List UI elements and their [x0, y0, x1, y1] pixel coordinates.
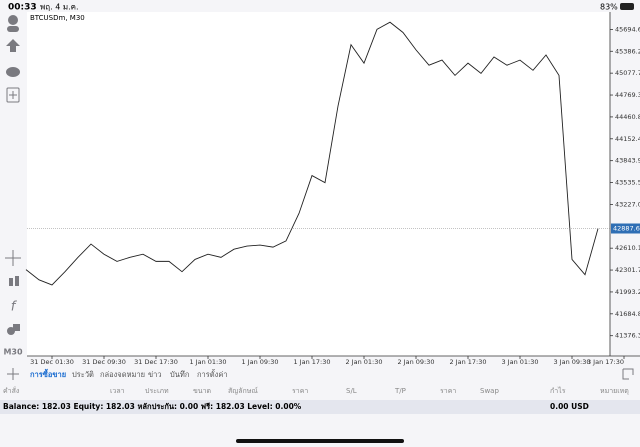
y-tick-label: 45077.75: [615, 69, 640, 77]
trade-icon[interactable]: [6, 39, 20, 52]
y-tick-label: 43843.95: [615, 157, 640, 165]
y-tick-label: 42610.15: [615, 244, 640, 252]
tab[interactable]: ข่าว: [148, 370, 162, 379]
column-header: กำไร: [550, 386, 566, 395]
x-tick-label: 31 Dec 09:30: [82, 358, 126, 366]
x-tick-label: 3 Jan 17:30: [587, 358, 624, 366]
balance-bar: [0, 400, 640, 414]
price-line: [25, 21, 599, 286]
x-tick-label: 1 Jan 09:30: [241, 358, 278, 366]
x-tick-label: 2 Jan 17:30: [449, 358, 486, 366]
last-price-label: 42887.66: [613, 224, 640, 232]
date: พฤ. 4 ม.ค.: [40, 3, 79, 12]
tab[interactable]: การตั้งค่า: [197, 369, 228, 379]
y-tick-label: 44769.30: [615, 91, 640, 99]
x-tick-label: 31 Dec 01:30: [30, 358, 74, 366]
candle-icon[interactable]: [9, 278, 13, 286]
x-tick-label: 3 Jan 01:30: [501, 358, 538, 366]
y-tick-label: 45386.20: [615, 47, 640, 55]
y-tick-label: 43535.50: [615, 179, 640, 187]
plus-icon: [9, 91, 17, 99]
y-tick-label: 42301.70: [615, 266, 640, 274]
balance-summary: Balance: 182.03 Equity: 182.03 หลักประกั…: [3, 402, 302, 411]
tab[interactable]: กล่องจดหมาย: [100, 370, 145, 379]
indicator-icon[interactable]: f: [11, 300, 18, 315]
tab[interactable]: ประวัติ: [72, 370, 94, 379]
chat-icon[interactable]: [6, 67, 20, 77]
column-header: ประเภท: [145, 387, 169, 395]
add-button[interactable]: [7, 368, 19, 380]
new-order-icon[interactable]: [6, 87, 20, 103]
crosshair-icon[interactable]: [5, 250, 21, 266]
home-indicator: [236, 439, 404, 443]
x-tick-label: 2 Jan 09:30: [397, 358, 434, 366]
column-header: ราคา: [440, 387, 456, 395]
y-tick-label: 41376.35: [615, 332, 640, 340]
x-tick-label: 1 Jan 17:30: [293, 358, 330, 366]
x-tick-label: 2 Jan 01:30: [345, 358, 382, 366]
chart-area[interactable]: [27, 12, 610, 356]
x-tick-label: 31 Dec 17:30: [134, 358, 178, 366]
account-icon-body: [7, 26, 19, 32]
column-header: Swap: [480, 387, 499, 395]
account-icon[interactable]: [8, 15, 18, 25]
symbol: BTCUSDm, M30: [30, 14, 85, 22]
tab[interactable]: การซื้อขาย: [30, 368, 66, 379]
column-header: คำสั่ง: [3, 386, 19, 395]
battery-text: 83%: [600, 3, 618, 12]
column-header: T/P: [394, 387, 406, 395]
y-tick-label: 44152.40: [615, 135, 640, 143]
y-tick-label: 44460.85: [615, 113, 640, 121]
y-tick-label: 45694.65: [615, 25, 640, 33]
tab[interactable]: บันทึก: [170, 370, 189, 379]
x-tick-label: 1 Jan 01:30: [189, 358, 226, 366]
y-tick-label: 41993.25: [615, 288, 640, 296]
clock: 00:33: [8, 3, 37, 13]
expand-icon[interactable]: [622, 368, 634, 380]
column-header: หมายเหตุ: [600, 387, 629, 395]
y-tick-label: 43227.05: [615, 200, 640, 208]
timeframe[interactable]: M30: [3, 348, 23, 357]
left-toolbar: f: [5, 15, 21, 335]
battery-icon: [620, 3, 634, 10]
column-header: ขนาด: [193, 387, 211, 395]
candle-icon-2: [15, 276, 19, 286]
objects-icon-2: [13, 324, 20, 331]
x-tick-label: 3 Jan 09:30: [553, 358, 590, 366]
last-price-tag: [611, 223, 640, 234]
column-header: ราคา: [292, 387, 308, 395]
column-header: S/L: [346, 387, 357, 395]
y-tick-label: 41684.80: [615, 310, 640, 318]
column-header: เวลา: [110, 387, 125, 395]
column-header: สัญลักษณ์: [228, 387, 258, 395]
profit-total: 0.00 USD: [550, 402, 589, 411]
